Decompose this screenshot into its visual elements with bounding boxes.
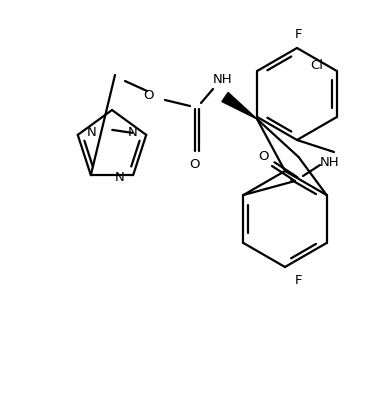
Text: N: N [87,126,97,139]
Text: NH: NH [320,156,340,169]
Text: O: O [259,149,269,162]
Text: O: O [144,89,154,102]
Text: O: O [190,158,200,171]
Text: Cl: Cl [310,58,323,71]
Text: N: N [114,171,124,184]
Text: N: N [127,126,137,139]
Text: F: F [295,28,303,41]
Polygon shape [222,93,257,119]
Text: F: F [295,275,303,288]
Text: NH: NH [213,72,233,85]
